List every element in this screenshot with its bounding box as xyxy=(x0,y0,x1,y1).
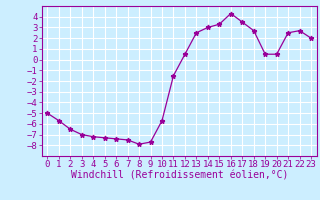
X-axis label: Windchill (Refroidissement éolien,°C): Windchill (Refroidissement éolien,°C) xyxy=(70,171,288,181)
